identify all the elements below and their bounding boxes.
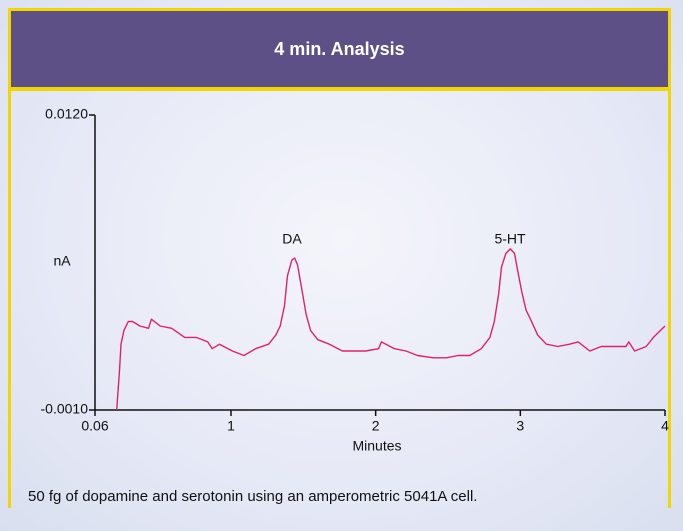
- x-tick-label: 0.06: [81, 418, 108, 434]
- x-axis-label: Minutes: [352, 438, 401, 454]
- y-axis-label: nA: [53, 253, 71, 269]
- caption: 50 fg of dopamine and serotonin using an…: [28, 488, 478, 505]
- frame: [8, 8, 671, 508]
- trace: [116, 248, 666, 411]
- y-tick-label: 0.0120: [45, 106, 88, 122]
- peak-label: 5-HT: [494, 231, 526, 247]
- x-tick-label: 3: [516, 418, 524, 434]
- x-tick-label: 2: [372, 418, 380, 434]
- peak-label: DA: [282, 231, 302, 247]
- header-title: 4 min. Analysis: [11, 11, 668, 91]
- y-tick-label: -0.0010: [41, 401, 89, 417]
- x-tick-label: 4: [661, 418, 669, 434]
- x-tick-label: 1: [227, 418, 235, 434]
